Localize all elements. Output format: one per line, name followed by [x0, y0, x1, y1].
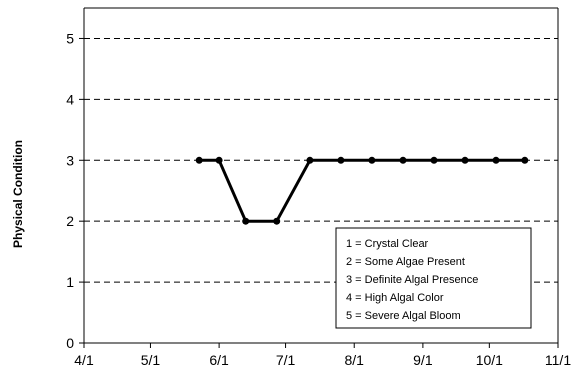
legend-box — [335, 227, 532, 329]
data-point-7 — [399, 156, 407, 164]
data-series — [195, 156, 529, 225]
legend-entry-3: 3 = Definite Algal Presence — [346, 274, 478, 286]
data-point-11 — [521, 156, 529, 164]
data-point-9 — [461, 156, 469, 164]
data-point-2 — [242, 217, 250, 225]
y-tick-label-4: 4 — [66, 91, 74, 107]
legend-entry-2: 2 = Some Algae Present — [346, 256, 465, 268]
data-point-10 — [492, 156, 500, 164]
series-line-0 — [199, 158, 525, 223]
y-axis-title: Physical Condition — [11, 140, 25, 248]
axes — [79, 7, 559, 348]
y-tick-label-5: 5 — [66, 30, 74, 46]
data-point-0 — [195, 156, 203, 164]
data-point-5 — [337, 156, 345, 164]
y-tick-label-2: 2 — [66, 213, 74, 229]
x-tick-label-1: 5/1 — [141, 352, 161, 368]
y-tick-label-3: 3 — [66, 152, 74, 168]
data-point-8 — [430, 156, 438, 164]
x-tick-label-7: 11/1 — [545, 352, 571, 368]
data-point-1 — [215, 156, 223, 164]
x-tick-label-6: 10/1 — [476, 352, 503, 368]
x-tick-label-4: 8/1 — [344, 352, 364, 368]
x-tick-label-2: 6/1 — [209, 352, 229, 368]
x-tick-label-5: 9/1 — [413, 352, 433, 368]
legend: 1 = Crystal Clear 2 = Some Algae Present… — [335, 227, 532, 329]
legend-entry-1: 1 = Crystal Clear — [346, 238, 429, 250]
y-tick-label-0: 0 — [66, 335, 74, 351]
legend-entry-4: 4 = High Algal Color — [346, 292, 444, 304]
tick-labels: 0 1 2 3 4 5 4/1 5/1 6/1 7/1 8/1 9/1 10/1 11/1 — [66, 30, 571, 368]
y-tick-label-1: 1 — [66, 274, 74, 290]
data-point-6 — [368, 156, 376, 164]
data-point-4 — [306, 156, 314, 164]
data-point-3 — [273, 217, 281, 225]
legend-entry-5: 5 = Severe Algal Bloom — [346, 310, 461, 322]
x-tick-label-3: 7/1 — [276, 352, 296, 368]
x-tick-label-0: 4/1 — [74, 352, 94, 368]
